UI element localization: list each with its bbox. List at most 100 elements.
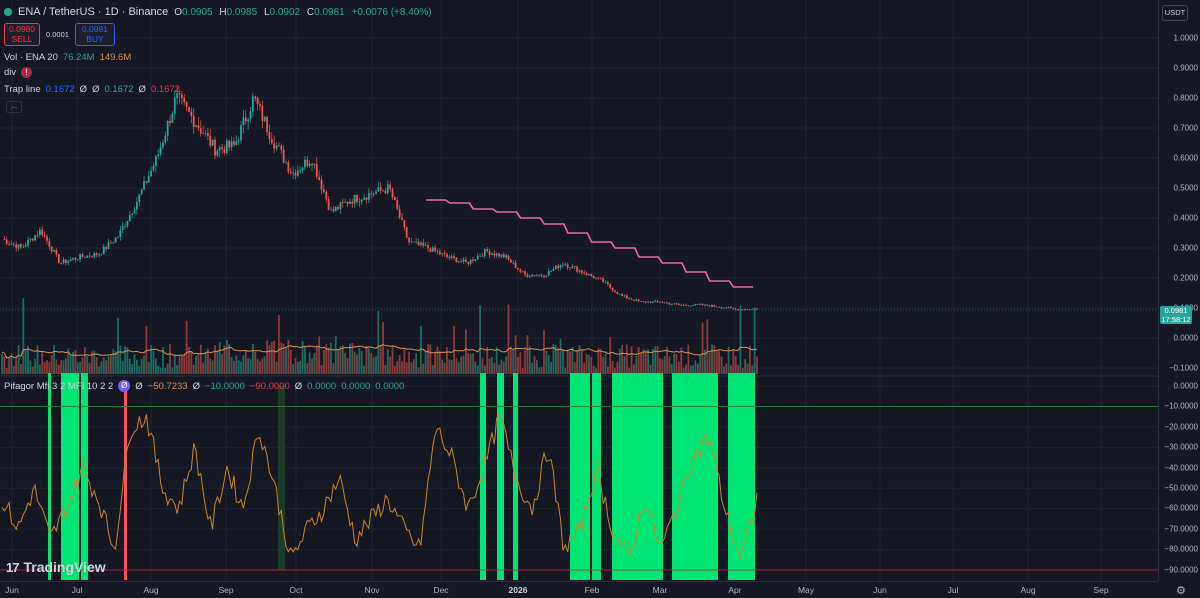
time-tick: Aug — [1020, 585, 1036, 595]
time-axis[interactable]: Jun Jul Aug Sep Oct Nov Dec 2026 Feb Mar Apr May Jun… — [0, 581, 1158, 598]
candle-body — [105, 246, 108, 249]
volume-bar — [195, 355, 197, 374]
volume-bar — [367, 348, 370, 374]
candle-body — [375, 191, 377, 195]
candle-body — [519, 269, 522, 272]
price-axis[interactable]: 1.0000 0.9000 0.8000 0.7000 0.6000 0.5000 0.40… — [1158, 0, 1200, 581]
candle-body — [493, 253, 496, 256]
time-tick: Sep — [1093, 585, 1109, 595]
mfi-green-band — [61, 373, 79, 580]
candle-body — [469, 259, 472, 264]
trap-line-legend[interactable]: Trap line 0.1672 Ø Ø 0.1672 Ø 0.1672 — [4, 84, 180, 95]
candle-body — [514, 262, 517, 269]
chart-canvas[interactable] — [0, 0, 1158, 581]
candle-body — [242, 117, 245, 126]
candle-body — [431, 247, 434, 252]
candle-body — [701, 304, 704, 306]
volume-bar — [689, 365, 692, 374]
candle-body — [341, 202, 344, 204]
candle-body — [656, 300, 659, 302]
candle-body — [528, 276, 531, 278]
time-tick: Mar — [652, 585, 668, 595]
candle-body — [332, 209, 335, 212]
candle-body — [72, 258, 74, 260]
ohlc-close: 0.0981 — [314, 6, 345, 18]
current-price-tag: 0.0981 17:58:12 — [1160, 306, 1192, 324]
pifagor-settings-icon[interactable]: Ø — [118, 380, 131, 392]
candle-body — [216, 150, 219, 156]
candle-body — [420, 242, 422, 245]
volume-bar — [633, 364, 635, 374]
volume-bar — [379, 345, 382, 374]
candle-body — [727, 307, 730, 309]
volume-bar — [358, 347, 361, 374]
volume-bar — [296, 361, 299, 374]
volume-bar — [677, 361, 680, 374]
settings-gear-icon[interactable]: ⚙ — [1176, 585, 1186, 597]
volume-bar — [263, 356, 266, 374]
symbol-header[interactable]: ENA / TetherUS · 1D · Binance O0.0905 H0… — [4, 6, 436, 18]
volume-bar — [713, 345, 716, 374]
volume-bar — [91, 351, 93, 374]
sell-button[interactable]: 0.0980 SELL — [4, 23, 40, 46]
pif-null-1: Ø — [192, 380, 200, 392]
candle-body — [460, 261, 463, 263]
volume-bar — [408, 351, 410, 374]
volume-bar — [88, 362, 91, 374]
volume-bar — [275, 361, 278, 374]
candle-body — [289, 171, 292, 173]
time-tick: Dec — [433, 585, 449, 595]
candle-body — [207, 133, 209, 136]
buy-button[interactable]: 0.0981 BUY — [74, 23, 115, 46]
currency-button[interactable]: USDT — [1162, 5, 1188, 21]
candle-body — [654, 300, 657, 302]
candle-body — [680, 304, 683, 306]
candle-body — [436, 251, 439, 252]
symbol-title[interactable]: ENA / TetherUS · 1D · Binance — [18, 6, 169, 18]
volume-bar — [24, 349, 27, 374]
volume-bar — [739, 305, 742, 374]
candle-body — [173, 98, 176, 114]
collapse-legend-chevron-icon[interactable]: ︿ — [6, 101, 22, 113]
volume-bar — [29, 360, 32, 374]
volume-bar — [346, 358, 349, 374]
volume-bar — [486, 347, 489, 374]
volume-bar — [53, 345, 55, 374]
volume-legend[interactable]: Vol · ENA 20 76.24M 149.6M — [4, 52, 131, 63]
price-tick: 0.0000 — [1173, 333, 1198, 343]
candle-body — [647, 301, 650, 303]
volume-bar — [72, 351, 74, 374]
candle-body — [100, 254, 103, 255]
volume-bar — [251, 343, 254, 374]
candle-body — [405, 227, 408, 238]
pifagor-legend[interactable]: Pifagor Mfi 3 2 MFI 10 2 2 Ø Ø −50.7233 … — [4, 380, 404, 392]
price-tick: 0.6000 — [1173, 153, 1198, 163]
candle-body — [410, 241, 413, 243]
volume-bar — [351, 342, 354, 374]
tradingview-logo[interactable]: 17 TradingView — [6, 559, 106, 575]
candle-body — [119, 230, 122, 237]
candle-body — [251, 96, 254, 112]
candle-body — [223, 148, 226, 153]
volume-bar — [649, 364, 652, 374]
div-legend[interactable]: div ! — [4, 67, 33, 78]
volume-bar — [341, 345, 344, 374]
volume-bar — [746, 363, 749, 374]
volume-bar — [159, 367, 162, 374]
candle-body — [318, 176, 321, 180]
candle-body — [649, 301, 652, 303]
candle-body — [438, 251, 441, 255]
candle-body — [720, 307, 723, 308]
trap-null-2: Ø — [92, 84, 100, 95]
chart-area[interactable]: ENA / TetherUS · 1D · Binance O0.0905 H0… — [0, 0, 1158, 581]
candle-body — [377, 187, 380, 192]
candle-body — [67, 260, 70, 263]
volume-bar — [102, 357, 105, 374]
volume-bar — [472, 353, 474, 374]
warning-icon[interactable]: ! — [21, 67, 33, 78]
candle-body — [259, 103, 261, 106]
candle-body — [79, 254, 82, 260]
volume-bar — [164, 367, 167, 374]
volume-bar — [628, 367, 631, 374]
volume-bar — [43, 362, 46, 374]
